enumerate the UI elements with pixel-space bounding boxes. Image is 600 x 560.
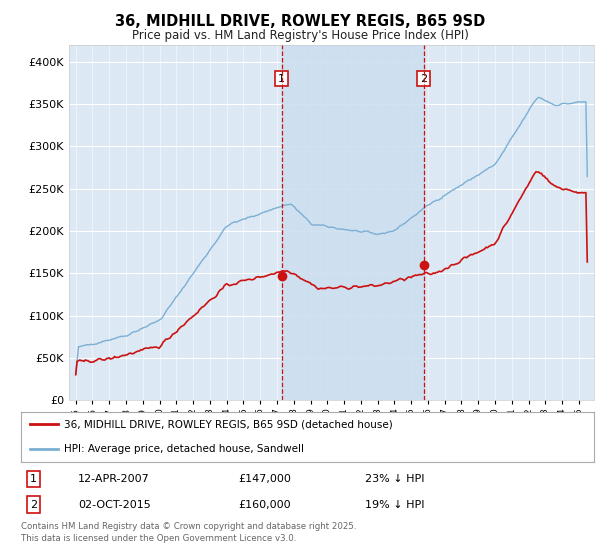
Text: Contains HM Land Registry data © Crown copyright and database right 2025.
This d: Contains HM Land Registry data © Crown c… <box>21 522 356 543</box>
Text: 2: 2 <box>30 500 37 510</box>
Text: 36, MIDHILL DRIVE, ROWLEY REGIS, B65 9SD (detached house): 36, MIDHILL DRIVE, ROWLEY REGIS, B65 9SD… <box>64 419 393 429</box>
Text: 23% ↓ HPI: 23% ↓ HPI <box>365 474 424 484</box>
Text: 12-APR-2007: 12-APR-2007 <box>79 474 150 484</box>
Text: Price paid vs. HM Land Registry's House Price Index (HPI): Price paid vs. HM Land Registry's House … <box>131 29 469 42</box>
Text: 36, MIDHILL DRIVE, ROWLEY REGIS, B65 9SD: 36, MIDHILL DRIVE, ROWLEY REGIS, B65 9SD <box>115 14 485 29</box>
Bar <box>281 45 424 400</box>
Text: 2: 2 <box>420 74 427 83</box>
Text: 1: 1 <box>278 74 285 83</box>
Text: 02-OCT-2015: 02-OCT-2015 <box>79 500 151 510</box>
Text: HPI: Average price, detached house, Sandwell: HPI: Average price, detached house, Sand… <box>64 445 304 454</box>
Text: 1: 1 <box>30 474 37 484</box>
Text: 19% ↓ HPI: 19% ↓ HPI <box>365 500 424 510</box>
Text: £147,000: £147,000 <box>239 474 292 484</box>
Text: £160,000: £160,000 <box>239 500 292 510</box>
